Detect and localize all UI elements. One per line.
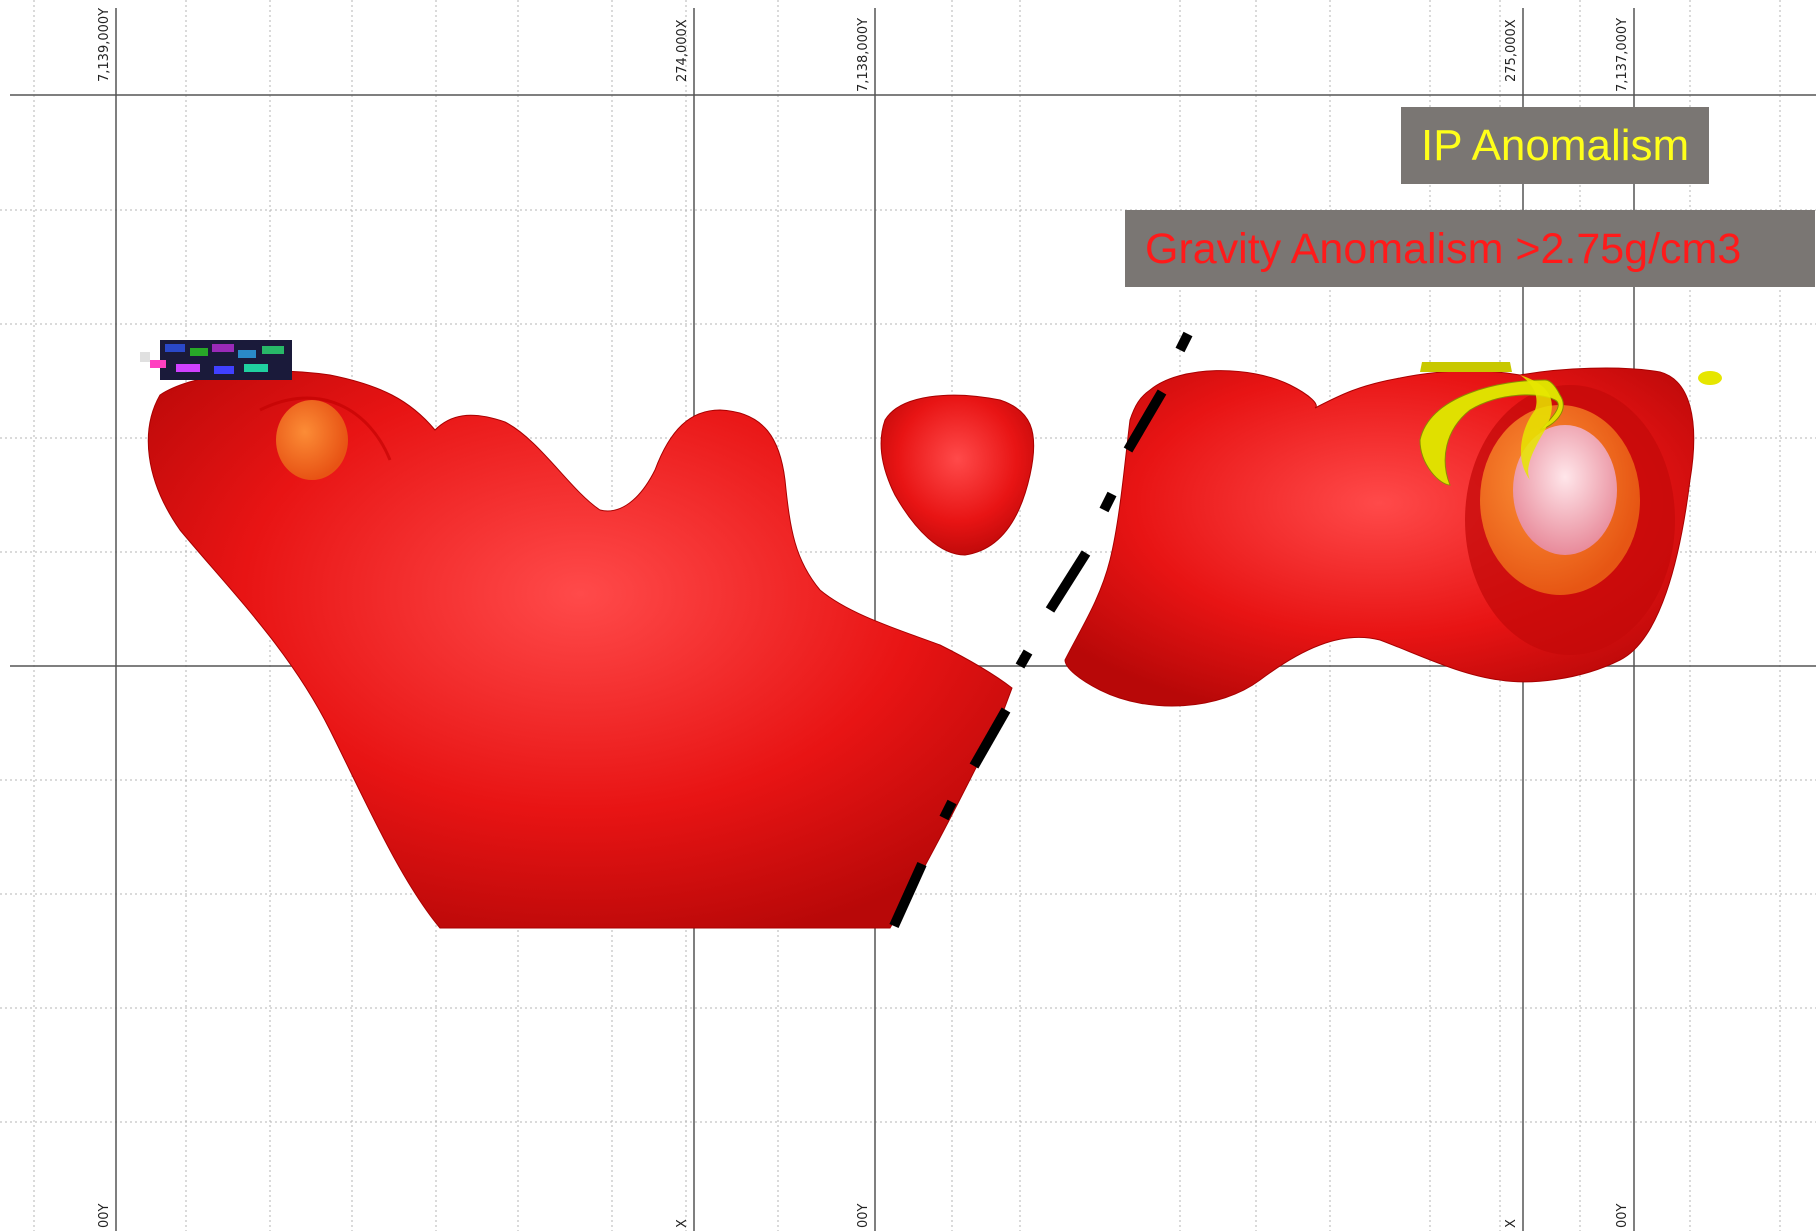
top-label-2: 7,138,000Y: [856, 18, 871, 92]
pink-core-right: [1513, 425, 1617, 555]
bottom-label-0: 00Y: [97, 1203, 112, 1228]
legend-gravity-anomalism: Gravity Anomalism >2.75g/cm3: [1125, 210, 1815, 287]
orange-inner-left: [276, 400, 348, 480]
top-axis-labels: 7,139,000Y 274,000X 7,138,000Y 275,000X …: [97, 8, 1630, 92]
drillhole-cluster: [140, 340, 292, 380]
bottom-label-3: X: [1504, 1219, 1519, 1228]
fault-line: [889, 331, 1193, 929]
bottom-axis-labels: 00Y X 00Y X 00Y: [97, 1203, 1630, 1228]
legend-ip-label: IP Anomalism: [1421, 121, 1690, 170]
ip-anomaly-arc: [1419, 379, 1564, 486]
bottom-label-4: 00Y: [1615, 1203, 1630, 1228]
gravity-ridge-left: [259, 396, 392, 461]
ip-anomaly-sliver: [1520, 375, 1552, 480]
gravity-body-small: [880, 394, 1035, 556]
bottom-label-2: 00Y: [856, 1203, 871, 1228]
legend-ip-anomalism: IP Anomalism: [1401, 107, 1709, 184]
ip-anomaly-cap: [1420, 362, 1512, 372]
gravity-body-left: [147, 370, 1013, 929]
top-label-1: 274,000X: [675, 19, 690, 82]
bottom-label-1: X: [675, 1219, 690, 1228]
legend-gravity-label: Gravity Anomalism >2.75g/cm3: [1145, 225, 1742, 273]
top-label-4: 7,137,000Y: [1615, 18, 1630, 92]
top-label-3: 275,000X: [1504, 19, 1519, 82]
ip-anomaly-small: [1698, 371, 1722, 385]
top-label-0: 7,139,000Y: [97, 8, 112, 82]
